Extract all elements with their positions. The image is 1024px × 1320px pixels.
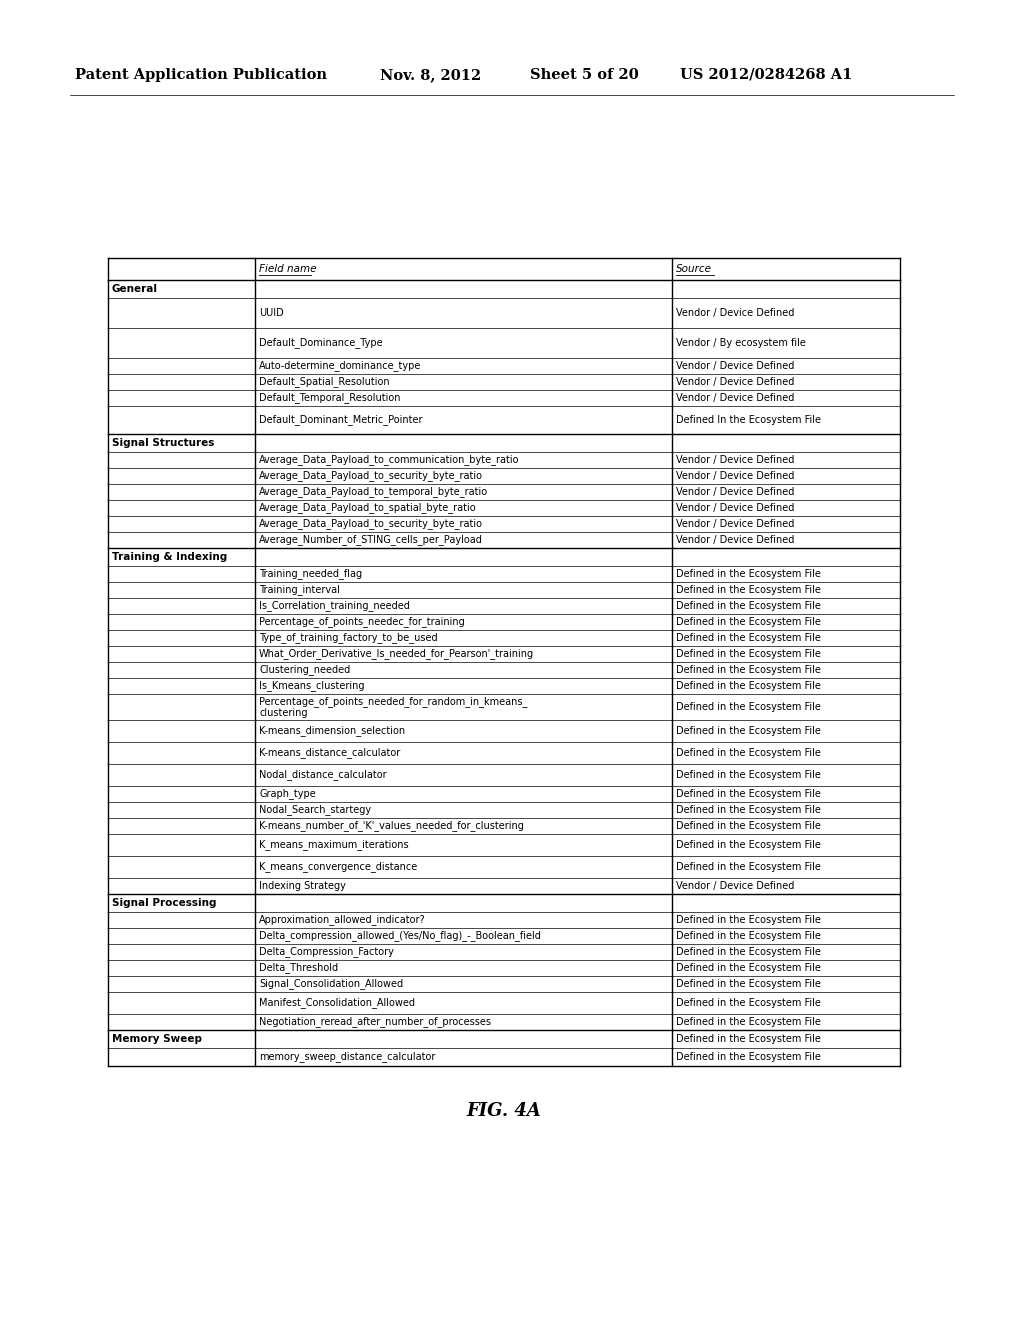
Text: Vendor / Device Defined: Vendor / Device Defined <box>676 880 795 891</box>
Text: Defined in the Ecosystem File: Defined in the Ecosystem File <box>676 979 821 989</box>
Text: K_means_convergence_distance: K_means_convergence_distance <box>259 862 417 873</box>
Text: Vendor / Device Defined: Vendor / Device Defined <box>676 378 795 387</box>
Text: Defined in the Ecosystem File: Defined in the Ecosystem File <box>676 840 821 850</box>
Text: Defined in the Ecosystem File: Defined in the Ecosystem File <box>676 998 821 1008</box>
Text: FIG. 4A: FIG. 4A <box>467 1102 542 1119</box>
Text: Defined in the Ecosystem File: Defined in the Ecosystem File <box>676 634 821 643</box>
Text: K_means_maximum_iterations: K_means_maximum_iterations <box>259 840 409 850</box>
Text: Nov. 8, 2012: Nov. 8, 2012 <box>380 69 481 82</box>
Text: Delta_Compression_Factory: Delta_Compression_Factory <box>259 946 394 957</box>
Text: Training_interval: Training_interval <box>259 585 340 595</box>
Text: Average_Data_Payload_to_security_byte_ratio: Average_Data_Payload_to_security_byte_ra… <box>259 470 483 482</box>
Text: Default_Dominant_Metric_Pointer: Default_Dominant_Metric_Pointer <box>259 414 423 425</box>
Text: Defined in the Ecosystem File: Defined in the Ecosystem File <box>676 964 821 973</box>
Text: Defined in the Ecosystem File: Defined in the Ecosystem File <box>676 862 821 873</box>
Text: Graph_type: Graph_type <box>259 788 315 800</box>
Text: General: General <box>112 284 158 294</box>
Text: Sheet 5 of 20: Sheet 5 of 20 <box>530 69 639 82</box>
Text: Training & Indexing: Training & Indexing <box>112 552 227 562</box>
Text: What_Order_Derivative_Is_needed_for_Pearson'_training: What_Order_Derivative_Is_needed_for_Pear… <box>259 648 535 660</box>
Text: Defined in the Ecosystem File: Defined in the Ecosystem File <box>676 931 821 941</box>
Text: Default_Spatial_Resolution: Default_Spatial_Resolution <box>259 376 389 388</box>
Text: Signal Structures: Signal Structures <box>112 438 214 447</box>
Text: K-means_dimension_selection: K-means_dimension_selection <box>259 726 406 737</box>
Text: Nodal_distance_calculator: Nodal_distance_calculator <box>259 770 387 780</box>
Text: Defined in the Ecosystem File: Defined in the Ecosystem File <box>676 1034 821 1044</box>
Text: Signal_Consolidation_Allowed: Signal_Consolidation_Allowed <box>259 978 403 990</box>
Text: Vendor / Device Defined: Vendor / Device Defined <box>676 455 795 465</box>
Text: Training_needed_flag: Training_needed_flag <box>259 569 362 579</box>
Text: Negotiation_reread_after_number_of_processes: Negotiation_reread_after_number_of_proce… <box>259 1016 490 1027</box>
Text: Vendor / Device Defined: Vendor / Device Defined <box>676 519 795 529</box>
Text: Field name: Field name <box>259 264 316 275</box>
Text: Delta_compression_allowed_(Yes/No_flag)_-_Boolean_field: Delta_compression_allowed_(Yes/No_flag)_… <box>259 931 541 941</box>
Text: Percentage_of_points_needec_for_training: Percentage_of_points_needec_for_training <box>259 616 465 627</box>
Text: Defined in the Ecosystem File: Defined in the Ecosystem File <box>676 702 821 711</box>
Text: Patent Application Publication: Patent Application Publication <box>75 69 327 82</box>
Text: Average_Data_Payload_to_spatial_byte_ratio: Average_Data_Payload_to_spatial_byte_rat… <box>259 503 476 513</box>
Text: Nodal_Search_startegy: Nodal_Search_startegy <box>259 805 371 816</box>
Text: Type_of_training_factory_to_be_used: Type_of_training_factory_to_be_used <box>259 632 437 643</box>
Text: Defined in the Ecosystem File: Defined in the Ecosystem File <box>676 915 821 925</box>
Text: Average_Data_Payload_to_communication_byte_ratio: Average_Data_Payload_to_communication_by… <box>259 454 519 466</box>
Text: Approximation_allowed_indicator?: Approximation_allowed_indicator? <box>259 915 426 925</box>
Text: Defined in the Ecosystem File: Defined in the Ecosystem File <box>676 726 821 737</box>
Text: K-means_number_of_'K'_values_needed_for_clustering: K-means_number_of_'K'_values_needed_for_… <box>259 821 524 832</box>
Text: Defined in the Ecosystem File: Defined in the Ecosystem File <box>676 585 821 595</box>
Text: Defined in the Ecosystem File: Defined in the Ecosystem File <box>676 601 821 611</box>
Text: Is_Correlation_training_needed: Is_Correlation_training_needed <box>259 601 410 611</box>
Text: Delta_Threshold: Delta_Threshold <box>259 962 338 973</box>
Text: Memory Sweep: Memory Sweep <box>112 1034 202 1044</box>
Text: Default_Temporal_Resolution: Default_Temporal_Resolution <box>259 392 400 404</box>
Text: Vendor / By ecosystem file: Vendor / By ecosystem file <box>676 338 806 348</box>
Text: Defined in the Ecosystem File: Defined in the Ecosystem File <box>676 770 821 780</box>
Text: Clustering_needed: Clustering_needed <box>259 664 350 676</box>
Text: Defined In the Ecosystem File: Defined In the Ecosystem File <box>676 414 821 425</box>
Text: US 2012/0284268 A1: US 2012/0284268 A1 <box>680 69 852 82</box>
Text: Defined in the Ecosystem File: Defined in the Ecosystem File <box>676 649 821 659</box>
Text: Vendor / Device Defined: Vendor / Device Defined <box>676 360 795 371</box>
Text: Defined in the Ecosystem File: Defined in the Ecosystem File <box>676 1016 821 1027</box>
Text: Percentage_of_points_needed_for_random_in_kmeans_
clustering: Percentage_of_points_needed_for_random_i… <box>259 696 527 718</box>
Text: Defined in the Ecosystem File: Defined in the Ecosystem File <box>676 748 821 758</box>
Text: Auto-determine_dominance_type: Auto-determine_dominance_type <box>259 360 421 371</box>
Text: Manifest_Consolidation_Allowed: Manifest_Consolidation_Allowed <box>259 998 415 1008</box>
Text: Average_Data_Payload_to_temporal_byte_ratio: Average_Data_Payload_to_temporal_byte_ra… <box>259 487 488 498</box>
Text: Defined in the Ecosystem File: Defined in the Ecosystem File <box>676 616 821 627</box>
Text: Vendor / Device Defined: Vendor / Device Defined <box>676 503 795 513</box>
Text: Defined in the Ecosystem File: Defined in the Ecosystem File <box>676 569 821 579</box>
Text: Source: Source <box>676 264 712 275</box>
Text: Defined in the Ecosystem File: Defined in the Ecosystem File <box>676 1052 821 1063</box>
Text: Signal Processing: Signal Processing <box>112 898 216 908</box>
Text: K-means_distance_calculator: K-means_distance_calculator <box>259 747 400 759</box>
Text: Defined in the Ecosystem File: Defined in the Ecosystem File <box>676 665 821 675</box>
Text: Defined in the Ecosystem File: Defined in the Ecosystem File <box>676 789 821 799</box>
Text: Defined in the Ecosystem File: Defined in the Ecosystem File <box>676 681 821 690</box>
Text: Average_Number_of_STING_cells_per_Payload: Average_Number_of_STING_cells_per_Payloa… <box>259 535 483 545</box>
Text: Is_Kmeans_clustering: Is_Kmeans_clustering <box>259 681 365 692</box>
Text: memory_sweep_distance_calculator: memory_sweep_distance_calculator <box>259 1052 435 1063</box>
Text: Indexing Strategy: Indexing Strategy <box>259 880 346 891</box>
Text: Vendor / Device Defined: Vendor / Device Defined <box>676 487 795 498</box>
Text: Vendor / Device Defined: Vendor / Device Defined <box>676 471 795 480</box>
Text: Vendor / Device Defined: Vendor / Device Defined <box>676 393 795 403</box>
Text: Defined in the Ecosystem File: Defined in the Ecosystem File <box>676 805 821 814</box>
Text: Default_Dominance_Type: Default_Dominance_Type <box>259 338 383 348</box>
Text: Average_Data_Payload_to_security_byte_ratio: Average_Data_Payload_to_security_byte_ra… <box>259 519 483 529</box>
Text: Vendor / Device Defined: Vendor / Device Defined <box>676 535 795 545</box>
Text: Vendor / Device Defined: Vendor / Device Defined <box>676 308 795 318</box>
Text: UUID: UUID <box>259 308 284 318</box>
Text: Defined in the Ecosystem File: Defined in the Ecosystem File <box>676 946 821 957</box>
Text: Defined in the Ecosystem File: Defined in the Ecosystem File <box>676 821 821 832</box>
